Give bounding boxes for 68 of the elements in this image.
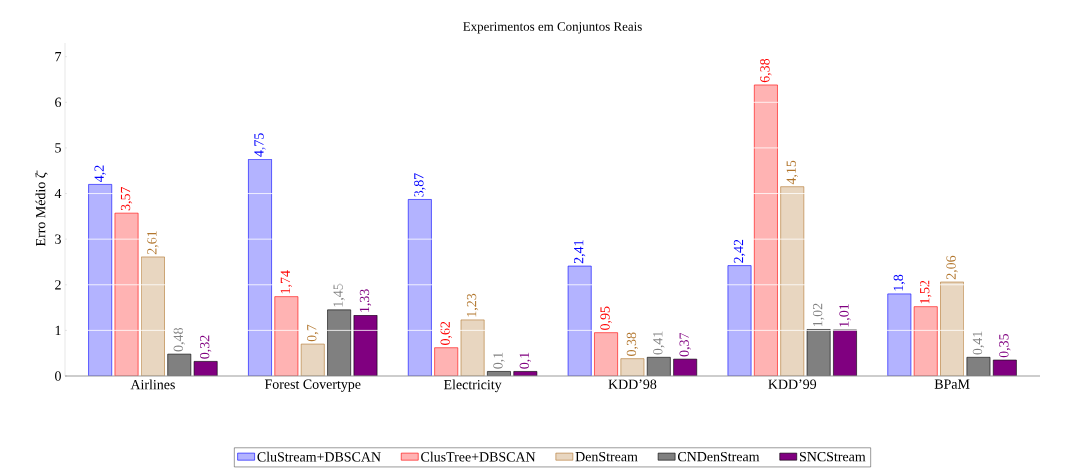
bar [567,265,592,376]
bar [780,186,805,376]
bar [274,296,299,376]
legend-label: SNCStream [799,452,866,462]
bar [407,199,432,376]
data-label: 0,32 [199,335,212,359]
data-label: 0,35 [999,333,1011,358]
legend-label: DenStream [575,452,638,462]
data-label: 1,8 [893,274,906,291]
data-label: 4,15 [786,160,798,185]
y-axis-title: Erro Médio ζ̄ [35,170,48,247]
y-tick-label: 2 [55,280,61,290]
data-label: 0,62 [440,321,452,345]
bar [754,84,778,376]
y-tick-label: 3 [55,234,61,244]
bar [141,256,165,376]
data-label: 0,38 [626,332,639,356]
data-label: 1,52 [920,280,932,304]
bar [807,329,831,376]
data-label: 2,41 [573,240,586,264]
y-tick-label: 6 [55,97,62,107]
data-label: 0,48 [173,328,185,352]
legend-label: CluStream+DBSCAN [257,451,381,462]
data-label: 0,1 [519,352,532,369]
bar [940,281,964,376]
data-label: 2,42 [733,239,746,263]
data-label: 1,23 [466,293,479,317]
bar [248,159,272,376]
bar [88,184,113,376]
bar [460,319,485,376]
data-label: 1,45 [333,283,345,307]
data-label: 4,75 [254,133,266,157]
y-tick-label: 5 [55,143,61,153]
x-tick-label: BPaM [934,379,970,389]
bar [887,293,912,376]
bar [434,347,459,376]
legend-label: CNDenStream [677,452,760,462]
data-label: 3,57 [120,186,133,211]
x-tick-label: Forest Covertype [264,379,361,392]
data-label: 1,02 [812,303,825,327]
data-label: 0,41 [653,331,665,355]
y-tick-label: 1 [55,325,61,335]
bar [833,329,857,376]
data-label: 4,2 [94,165,106,182]
data-label: 0,37 [679,332,691,357]
data-label: 1,01 [839,304,851,327]
data-label: 6,38 [760,58,772,83]
data-label: 0,41 [972,331,985,355]
x-tick-label: KDD’98 [608,379,657,389]
x-tick-label: KDD’99 [768,379,817,389]
data-label: 2,06 [946,255,958,280]
data-label: 2,61 [147,231,159,255]
data-label: 0,7 [307,324,319,342]
legend-label: ClusTree+DBSCAN [421,451,536,462]
data-label: 1,33 [359,289,372,312]
data-label: 1,74 [280,270,293,294]
y-tick-label: 7 [55,52,62,62]
bar [327,309,351,376]
data-label: 0,1 [493,352,505,369]
bar [913,306,938,376]
data-label: 0,95 [600,306,612,330]
x-tick-label: Electricity [443,379,502,393]
y-tick-label: 0 [55,371,61,381]
y-tick-label: 4 [54,188,62,199]
bar [594,332,618,376]
data-label: 3,87 [414,173,426,197]
chart-title: Experimentos em Conjuntos Reais [463,22,642,34]
x-tick-label: Airlines [130,379,175,390]
